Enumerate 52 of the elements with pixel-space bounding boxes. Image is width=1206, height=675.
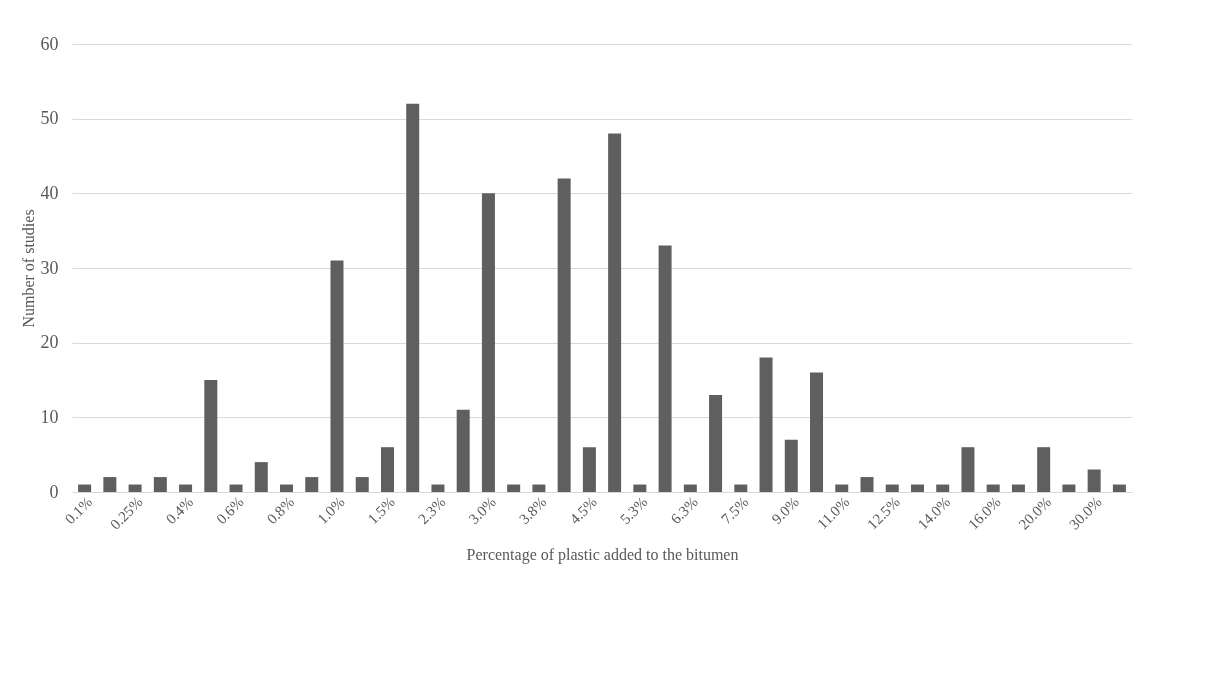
bar <box>885 484 899 492</box>
bar <box>355 477 369 492</box>
bar <box>961 447 975 492</box>
bar <box>507 484 521 492</box>
x-axis-title: Percentage of plastic added to the bitumen <box>466 545 739 564</box>
bar <box>128 484 142 492</box>
bar <box>153 477 167 492</box>
bar <box>810 372 824 492</box>
bar <box>229 484 243 492</box>
bar <box>330 260 344 492</box>
y-axis-title: Number of studies <box>19 209 37 328</box>
y-tick-label: 30 <box>40 257 59 278</box>
bar <box>557 178 571 492</box>
bar <box>759 357 773 492</box>
bar <box>103 477 117 492</box>
bar <box>305 477 319 492</box>
bar <box>406 103 420 492</box>
bar <box>204 380 218 492</box>
bar <box>835 484 849 492</box>
bar <box>1062 484 1076 492</box>
bar <box>734 484 748 492</box>
bar <box>608 133 622 492</box>
bar <box>633 484 647 492</box>
bar <box>1011 484 1025 492</box>
bar <box>532 484 546 492</box>
y-tick-label: 10 <box>40 406 59 427</box>
bar <box>709 394 723 492</box>
y-tick-label: 20 <box>40 332 59 353</box>
bar <box>683 484 697 492</box>
bar <box>1037 447 1051 492</box>
bar <box>179 484 193 492</box>
y-tick-label: 50 <box>40 108 59 129</box>
bar <box>380 447 394 492</box>
bar <box>860 477 874 492</box>
bar <box>78 484 92 492</box>
bar <box>658 245 672 492</box>
bar <box>1087 469 1101 492</box>
y-tick-label: 0 <box>49 481 59 502</box>
bar <box>456 409 470 492</box>
bar <box>481 193 495 492</box>
bar <box>910 484 924 492</box>
bar <box>936 484 950 492</box>
bar <box>254 462 268 492</box>
bar <box>431 484 445 492</box>
bar <box>784 439 798 492</box>
x-tick-label: 4.5% <box>566 493 600 528</box>
y-tick-label: 60 <box>40 33 59 54</box>
bar <box>280 484 294 492</box>
bar <box>986 484 1000 492</box>
bar <box>582 447 596 492</box>
bar <box>1112 484 1126 492</box>
y-tick-label: 40 <box>40 182 59 203</box>
